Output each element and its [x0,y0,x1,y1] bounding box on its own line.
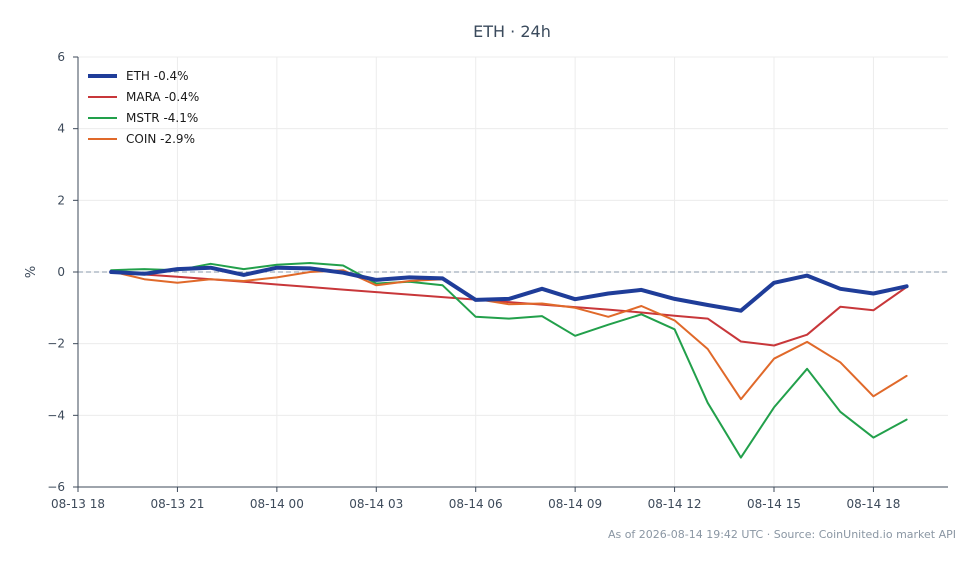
series-line [110,269,908,401]
x-tick-label: 08-14 12 [648,497,702,511]
series-line [110,262,908,459]
x-tick-label: 08-14 18 [846,497,900,511]
y-tick-label: −4 [47,408,65,422]
x-tick-label: 08-13 18 [51,497,105,511]
legend-label: ETH -0.4% [126,69,189,83]
legend-label: MSTR -4.1% [126,111,198,125]
series-lines [109,262,909,459]
legend-label: MARA -0.4% [126,90,199,104]
legend-label: COIN -2.9% [126,132,195,146]
series-line [109,265,909,313]
legend: ETH -0.4% MARA -0.4% MSTR -4.1% COIN -2.9% [88,69,199,146]
y-tick-label: −2 [47,337,65,351]
y-axis-label: % [24,266,39,278]
y-tick-label: 4 [57,122,65,136]
x-tick-label: 08-14 00 [250,497,304,511]
chart-title: ETH · 24h [473,22,551,41]
footer-text: As of 2026-08-14 19:42 UTC · Source: Coi… [608,528,956,541]
y-tick-label: 2 [57,193,65,207]
y-tick-label: 6 [57,50,65,64]
x-tick-label: 08-14 15 [747,497,801,511]
x-tick-label: 08-14 09 [548,497,602,511]
y-tick-label: −6 [47,480,65,494]
x-tick-label: 08-14 06 [449,497,503,511]
x-tick-label: 08-14 03 [349,497,403,511]
axes: −6 −4 −2 0 2 4 6 08-13 18 08-13 21 08-14 00 08-14 … [47,50,948,511]
y-tick-label: 0 [57,265,65,279]
x-tick-label: 08-13 21 [150,497,204,511]
